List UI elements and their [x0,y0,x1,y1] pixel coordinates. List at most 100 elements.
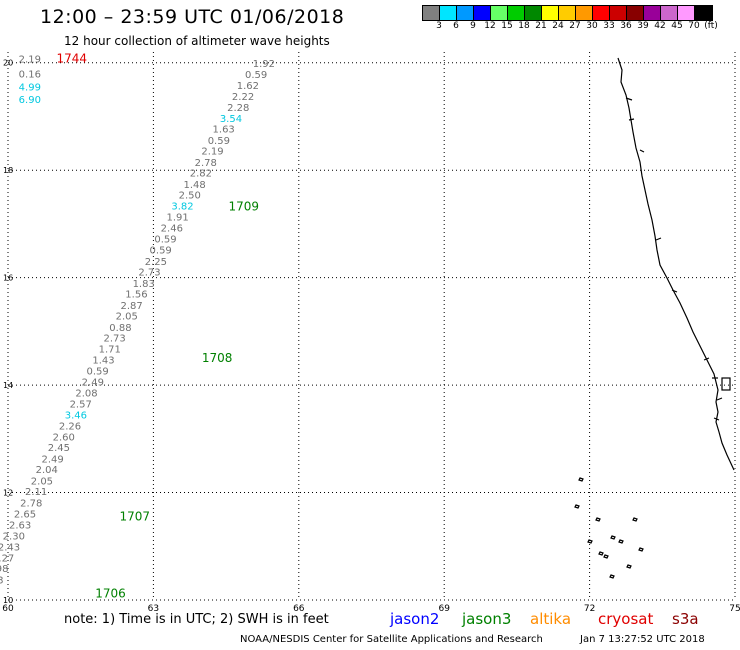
wave-height-value: 6.90 [19,95,41,106]
coastline-detail [628,118,635,121]
coastline-detail [655,237,662,241]
lon-tick-label: 72 [584,604,595,614]
wave-height-value: 2.26 [59,422,81,433]
wave-height-value: 0.59 [208,136,230,147]
track-t1706: 1706 [95,586,126,600]
island [595,517,601,522]
island [578,477,584,482]
wave-height-value: 2.82 [190,169,212,180]
wave-height-value: 2.05 [116,312,138,323]
coastline-detail [721,377,731,391]
legend-label: 24 [552,21,564,31]
legend-swatch [661,6,678,20]
wave-height-value: 1.92 [253,59,275,70]
wave-height-color-legend [422,5,713,21]
coastline-detail [716,397,723,401]
legend-swatch [627,6,644,20]
island [598,551,604,556]
track-t1709: 1.920.591.622.222.283.541.630.592.192.78… [138,59,275,278]
legend-swatch [695,6,712,20]
wave-height-value: 3.82 [171,201,193,212]
legend-label: 70 [688,21,700,31]
legend-label: 27 [569,21,581,31]
wave-height-value: 2.43 [0,543,20,554]
satellite-s3a: s3a [672,610,699,628]
wave-height-value: 1.56 [125,290,147,301]
legend-swatch [457,6,474,20]
coastline-detail [625,97,633,101]
lat-tick-label: 16 [3,274,13,283]
legend-swatch [593,6,610,20]
wave-height-value: 4.99 [19,83,41,94]
wave-height-value: 0.59 [150,245,172,256]
lon-tick-label: 60 [2,604,14,614]
credit-line: NOAA/NESDIS Center for Satellite Applica… [240,634,543,645]
legend-label: 42 [654,21,666,31]
lon-tick-label: 63 [148,604,159,614]
track-t1708: 1.831.562.872.050.882.731.711.430.592.49… [25,279,232,498]
lat-tick-label: 14 [3,381,13,390]
wave-height-value: 2.78 [20,499,42,510]
legend-label: 6 [453,21,459,31]
wave-height-value: 2.57 [70,400,92,411]
legend-swatch [576,6,593,20]
wave-height-value: 2.11 [25,487,47,498]
lon-tick-label: 75 [729,604,740,614]
satellite-jason3: jason3 [462,610,512,628]
wave-height-value: 2.60 [53,432,75,443]
satellite-cryosat: cryosat [598,610,654,628]
wave-height-value: 2.08 [75,388,97,399]
satellite-jason2: jason2 [390,610,440,628]
pass-time-label: 1707 [119,509,150,523]
generation-timestamp: Jan 7 13:27:52 UTC 2018 [580,634,705,645]
wave-height-value: 2.19 [19,55,41,66]
lat-tick-label: 20 [3,59,13,68]
wave-height-value: 0.88 [109,323,131,334]
legend-label: (ft) [704,21,718,31]
pass-time-label: 1709 [229,199,260,213]
coastline-detail [671,289,678,293]
wave-height-value: 2.87 [120,301,142,312]
lat-tick-label: 18 [3,166,13,175]
wave-height-value: 2.73 [103,334,125,345]
page-subtitle: 12 hour collection of altimeter wave hei… [64,34,330,48]
legend-swatch [423,6,440,20]
track-t1744: 2.19 0.16 4.996.90 1744 [19,52,87,106]
legend-label: 9 [470,21,476,31]
wave-height-value: 2.46 [161,223,183,234]
wave-height-value: 3.54 [220,114,242,125]
wave-height-value: 1.71 [99,344,121,355]
wave-height-value: 2.63 [9,521,31,532]
legend-swatch [474,6,491,20]
legend-swatch [491,6,508,20]
wave-height-value: 2.98 [0,564,8,575]
wave-height-value: 2.05 [31,476,53,487]
wave-height-value: 0.59 [245,70,267,81]
island [638,547,644,552]
wave-height-value: 2.22 [232,92,254,103]
legend-label: 39 [637,21,649,31]
wave-height-value: 1.83 [133,279,155,290]
legend-label: 36 [620,21,632,31]
satellite-altika: altika [530,610,572,628]
wave-height-value: 1.48 [183,180,205,191]
wave-height-value: 2.30 [3,531,25,542]
legend-label: 21 [535,21,547,31]
wave-height-value: 2.27 [0,553,14,564]
island [574,504,580,509]
pass-time-label: 1744 [56,52,87,66]
footer-note: note: 1) Time is in UTC; 2) SWH is in fe… [64,612,329,627]
wave-height-value: 2.50 [179,191,201,202]
wave-height-value: 2.49 [41,454,63,465]
wave-height-value: 0.59 [87,366,109,377]
coastline-detail [639,149,645,153]
legend-swatch [678,6,695,20]
legend-swatch [525,6,542,20]
lat-tick-label: 10 [3,596,13,605]
island [603,554,609,559]
page-title: 12:00 – 23:59 UTC 01/06/2018 [40,6,345,28]
island [626,564,632,569]
legend-label: 30 [586,21,598,31]
legend-label: 33 [603,21,615,31]
